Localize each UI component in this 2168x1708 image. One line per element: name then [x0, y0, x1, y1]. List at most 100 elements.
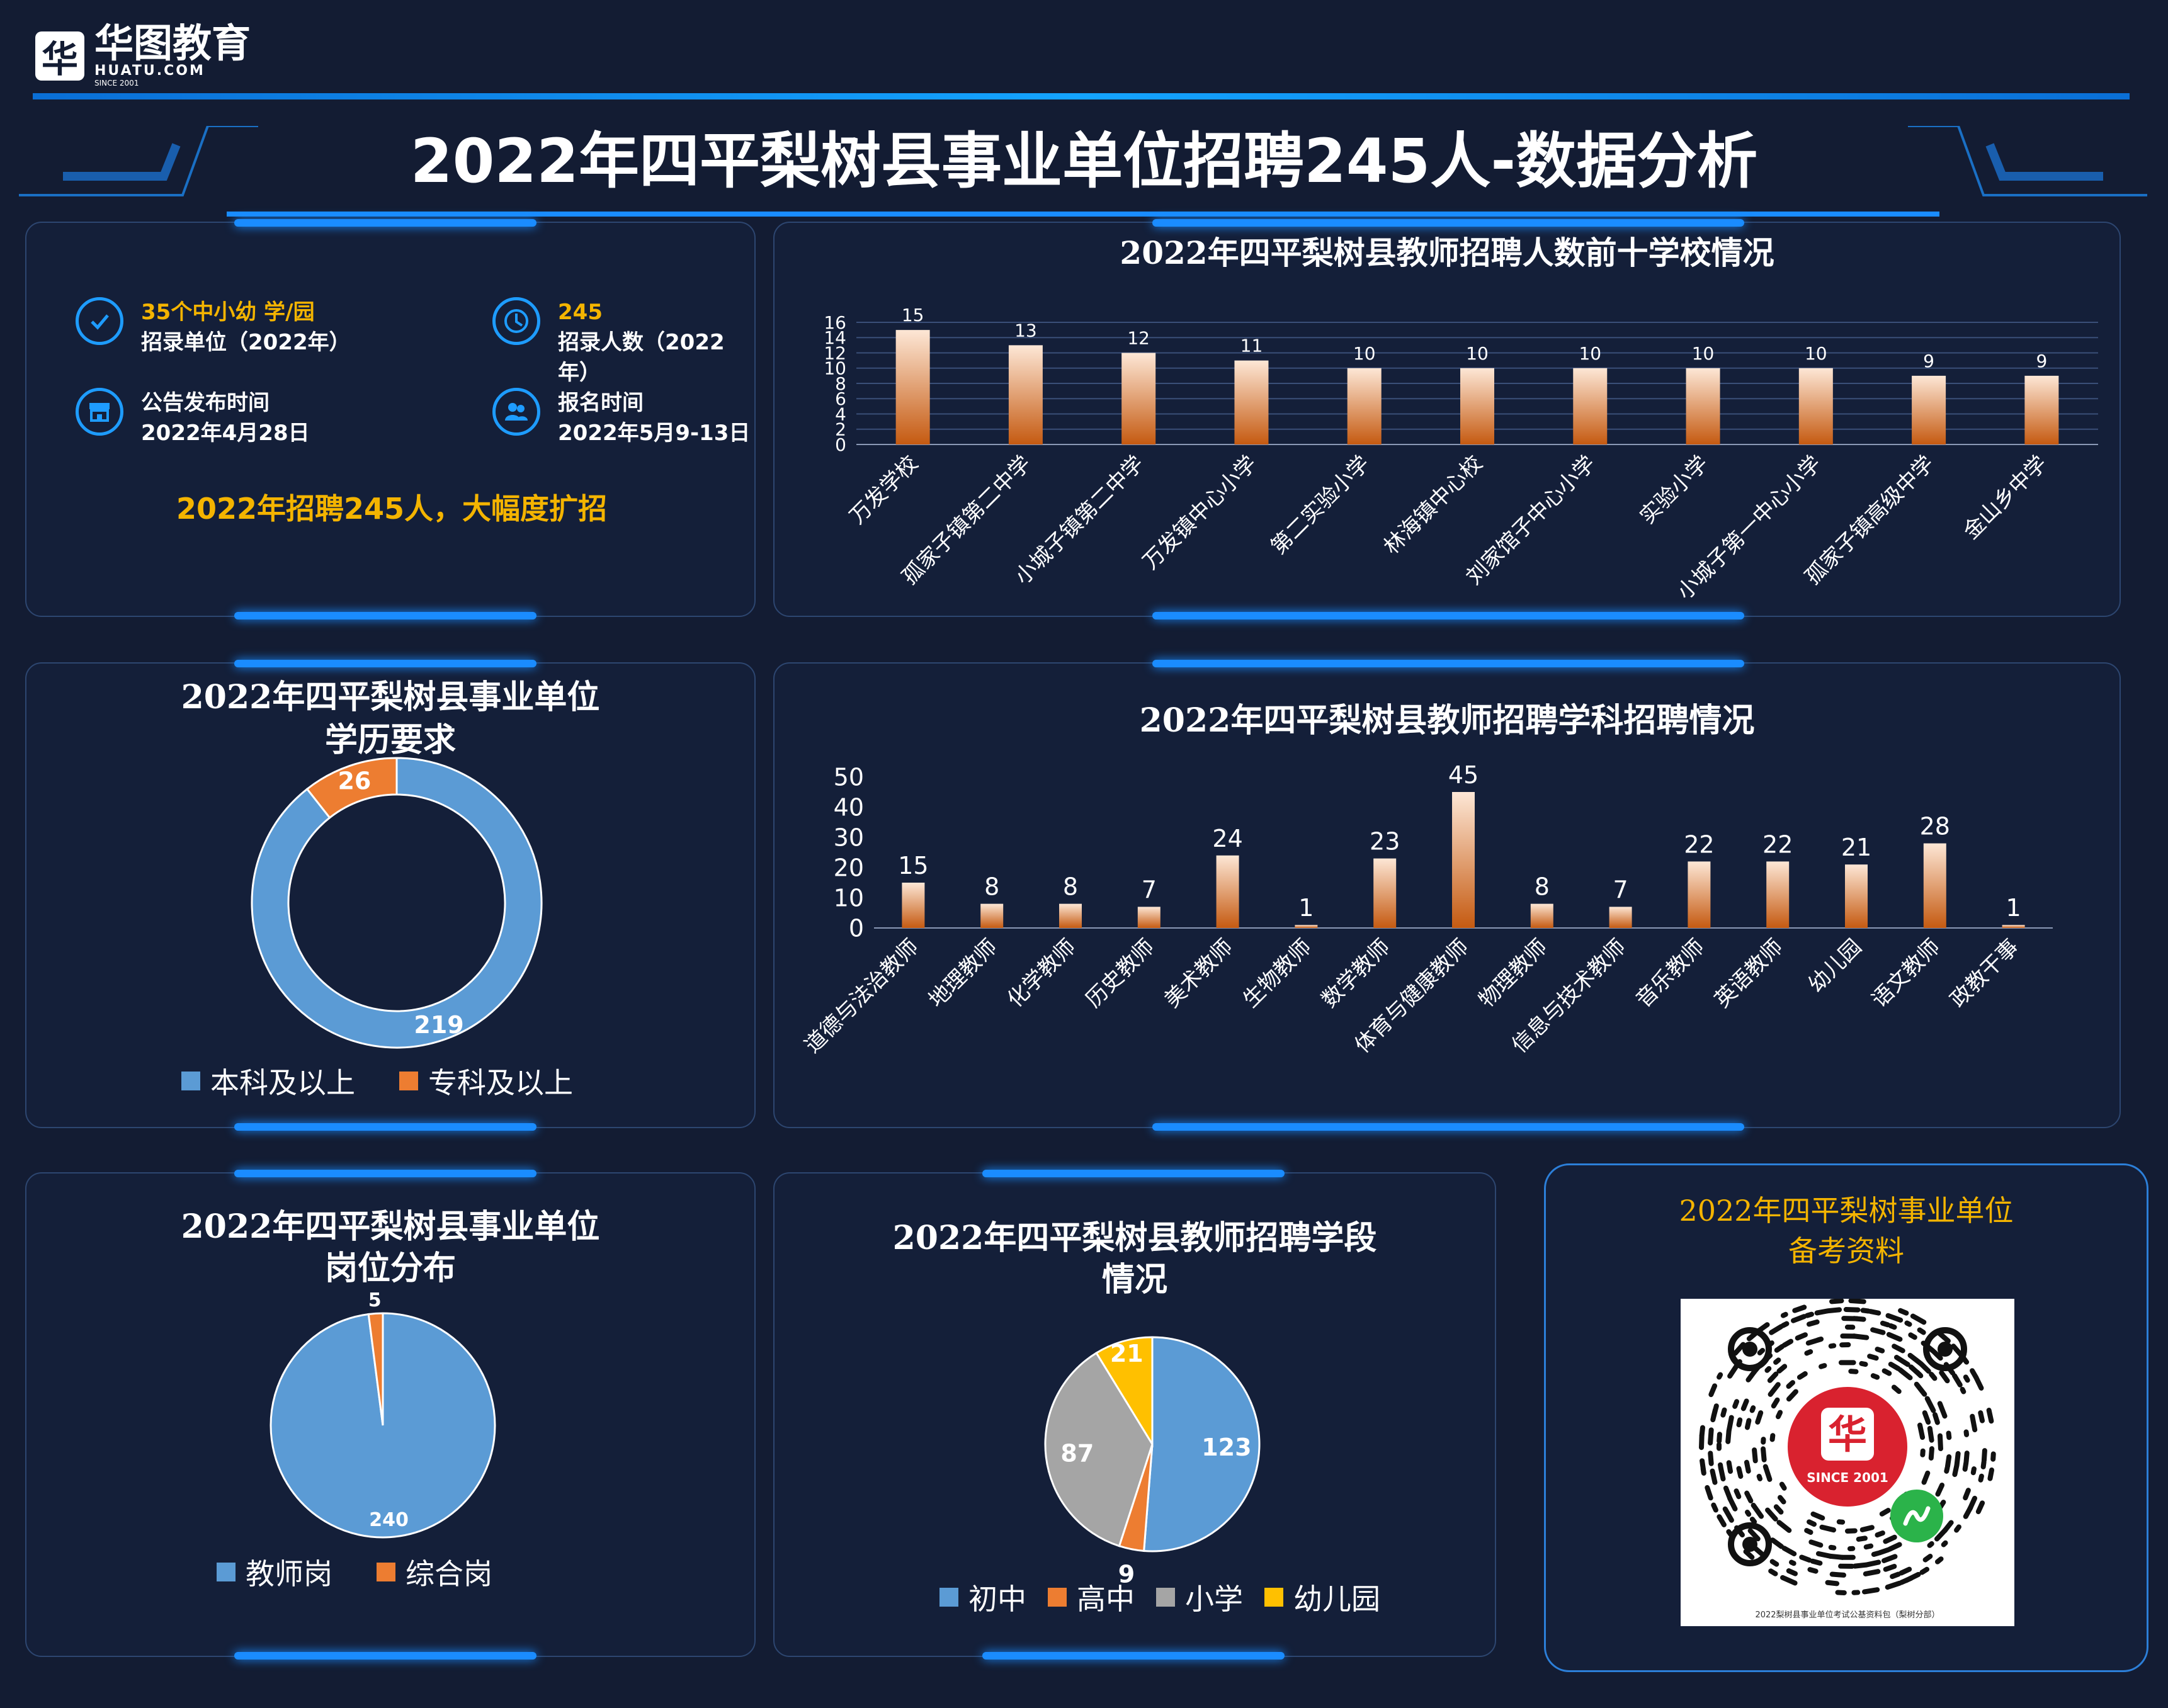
signup-date: 2022年5月9-13日: [558, 421, 751, 446]
y-tick-label: 20: [834, 854, 864, 881]
qr-dot: [1843, 1307, 1861, 1313]
qr-pattern: 华 SINCE 2001: [1699, 1298, 1996, 1595]
qr-dot: [1851, 1316, 1866, 1322]
mini-program-qr-code[interactable]: 华 SINCE 2001 2022梨树县事业单位考试公基资料包（梨树分部）: [1681, 1298, 2014, 1626]
qr-dot: [1888, 1323, 1897, 1330]
data-label: 13: [1014, 320, 1037, 341]
qr-dot: [1810, 1558, 1823, 1566]
qr-finder: [1923, 1327, 1967, 1371]
qr-dot: [1795, 1332, 1808, 1341]
x-tick-label: 物理教师: [1474, 934, 1552, 1012]
brand-logo[interactable]: 华 华图教育 HUATU.COM SINCE 2001: [35, 24, 251, 88]
qr-logo-since: SINCE 2001: [1807, 1470, 1888, 1485]
info-signup: 报名时间 2022年5月9-13日: [492, 388, 750, 448]
qr-dot: [1768, 1382, 1781, 1397]
qr-dot: [1954, 1524, 1961, 1533]
qr-dot: [1781, 1338, 1794, 1348]
bar: [902, 883, 925, 928]
y-tick-label: 12: [824, 342, 846, 363]
qr-dot: [1935, 1483, 1945, 1497]
qr-dot: [1786, 1568, 1798, 1576]
bar: [895, 330, 930, 444]
qr-dot: [1856, 1536, 1868, 1542]
qr-dot: [1885, 1580, 1902, 1590]
bar: [1121, 353, 1156, 444]
bar: [1573, 368, 1608, 444]
qr-dot: [1963, 1505, 1973, 1519]
qr-dot: [1780, 1575, 1798, 1586]
bar: [1373, 858, 1397, 928]
qr-dot: [1732, 1399, 1740, 1409]
qr-dot: [1771, 1397, 1780, 1409]
qr-dot: [1952, 1462, 1960, 1478]
qr-dot: [1815, 1337, 1824, 1343]
signup-label: 报名时间: [558, 390, 644, 416]
subjects-title: 2022年四平梨树县教师招聘学科招聘情况: [1139, 701, 1755, 740]
qr-dot: [1871, 1551, 1881, 1557]
qr-dot: [1919, 1361, 1931, 1374]
data-label: 9: [1118, 1560, 1135, 1588]
clock-icon: [492, 297, 540, 345]
bar: [1688, 861, 1711, 928]
bar: [1766, 861, 1790, 928]
people-value: 245: [558, 300, 603, 325]
qr-dot: [1796, 1371, 1808, 1380]
data-label: 219: [414, 1011, 463, 1039]
qr-dot: [1921, 1470, 1931, 1485]
data-label: 5: [368, 1289, 382, 1311]
x-tick-label: 道德与法治教师: [800, 934, 924, 1058]
qr-dot: [1929, 1371, 1938, 1381]
y-tick-label: 50: [834, 763, 864, 791]
people-label: 招录人数（2022年）: [558, 330, 725, 385]
qr-dot: [1963, 1374, 1970, 1383]
qr-dot: [1934, 1556, 1944, 1564]
education-title-line1: 2022年四平梨树县事业单位: [181, 678, 600, 716]
qr-dot: [1922, 1410, 1931, 1425]
qr-dot: [1773, 1504, 1784, 1515]
qr-dot: [1862, 1587, 1880, 1595]
bar: [1295, 925, 1318, 928]
qr-dot: [1885, 1313, 1904, 1323]
qr-dot: [1752, 1447, 1758, 1464]
qr-dot: [1879, 1508, 1891, 1517]
education-title: 2022年四平梨树县事业单位 学历要求: [26, 676, 754, 762]
x-tick-label: 美术教师: [1160, 934, 1238, 1012]
info-units: 35个中小幼 学/园 招录单位（2022年）: [76, 297, 351, 358]
qr-dot: [1734, 1488, 1742, 1500]
qr-dot: [1807, 1567, 1819, 1574]
qr-dot: [1844, 1528, 1858, 1534]
x-tick-label: 实验小学: [1635, 451, 1713, 529]
pie-slice: [305, 757, 398, 819]
data-label: 8: [984, 873, 999, 901]
qr-dot: [1775, 1410, 1783, 1420]
data-label: 23: [1370, 828, 1400, 856]
qr-dot: [1804, 1528, 1813, 1535]
qr-dot: [1711, 1403, 1719, 1420]
stages-pie-chart: 123 9 87 21: [1044, 1336, 1261, 1588]
positions-title-line2: 岗位分布: [324, 1249, 456, 1287]
qr-dot: [1804, 1311, 1814, 1318]
data-label: 8: [1535, 873, 1550, 901]
stages-title: 2022年四平梨树县教师招聘学段 情况: [775, 1218, 1495, 1301]
data-label: 8: [1063, 873, 1078, 901]
positions-title-line1: 2022年四平梨树县事业单位: [181, 1207, 600, 1246]
data-label: 7: [1613, 876, 1628, 903]
legend-label: 综合岗: [406, 1557, 492, 1591]
info-panel: 35个中小幼 学/园 招录单位（2022年） 245 招录人数（2022年） 公…: [25, 219, 756, 619]
mini-program-glyph: [1903, 1506, 1931, 1526]
education-panel: 2022年四平梨树县事业单位 学历要求 219 26 本科及以上 专科及以上: [25, 660, 756, 1131]
data-label: 9: [2036, 351, 2047, 371]
qr-dot: [1963, 1488, 1971, 1501]
qr-dot: [1986, 1408, 1994, 1424]
bar: [2024, 375, 2059, 444]
legend-label: 初中: [968, 1582, 1026, 1616]
data-label: 1: [2006, 894, 2021, 922]
qr-dot: [1924, 1396, 1936, 1413]
qr-dot: [1761, 1446, 1767, 1462]
positions-pie-chart: 240 5: [270, 1289, 496, 1539]
qr-title: 2022年四平梨树事业单位 备考资料: [1546, 1191, 2147, 1271]
education-donut-chart: 219 26: [251, 757, 543, 1049]
data-label: 24: [1212, 825, 1242, 852]
qr-dot: [1960, 1386, 1967, 1394]
qr-dot: [1875, 1530, 1885, 1538]
